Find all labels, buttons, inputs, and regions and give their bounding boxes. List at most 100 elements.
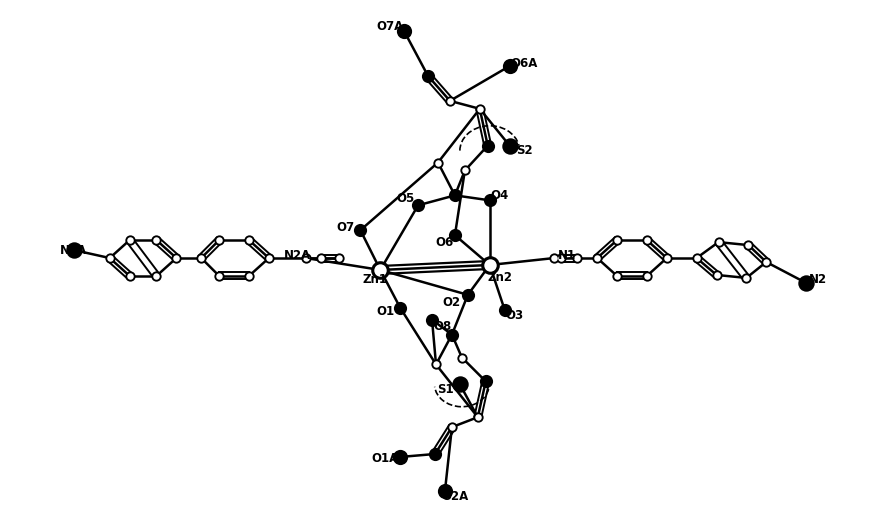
Point bbox=[314, 254, 328, 262]
Point bbox=[429, 360, 443, 369]
Point bbox=[455, 353, 469, 362]
Point bbox=[610, 236, 624, 245]
Point bbox=[458, 167, 472, 175]
Point bbox=[448, 231, 462, 239]
Text: Zn2: Zn2 bbox=[487, 271, 512, 285]
Point bbox=[590, 254, 604, 262]
Point bbox=[123, 272, 137, 280]
Point bbox=[799, 279, 813, 287]
Point bbox=[639, 272, 653, 280]
Point bbox=[610, 272, 624, 280]
Point bbox=[169, 254, 183, 262]
Text: O7: O7 bbox=[336, 221, 355, 233]
Point bbox=[448, 191, 462, 200]
Point bbox=[212, 272, 226, 280]
Point bbox=[242, 236, 256, 245]
Point bbox=[445, 423, 459, 431]
Point bbox=[479, 377, 493, 386]
Text: S2: S2 bbox=[516, 144, 533, 157]
Point bbox=[570, 254, 584, 262]
Text: O1A: O1A bbox=[371, 453, 399, 465]
Point bbox=[739, 274, 753, 282]
Point bbox=[123, 236, 137, 245]
Point bbox=[548, 254, 562, 262]
Point bbox=[590, 254, 604, 262]
Point bbox=[242, 272, 256, 280]
Point bbox=[689, 254, 703, 262]
Point bbox=[759, 258, 774, 266]
Point bbox=[262, 254, 276, 262]
Point bbox=[639, 236, 653, 245]
Point bbox=[455, 353, 469, 362]
Point bbox=[711, 238, 725, 246]
Point bbox=[570, 254, 584, 262]
Point bbox=[123, 236, 137, 245]
Point bbox=[548, 254, 562, 262]
Point bbox=[445, 423, 459, 431]
Point bbox=[397, 27, 411, 35]
Point bbox=[150, 272, 164, 280]
Point bbox=[150, 236, 164, 245]
Point bbox=[411, 201, 425, 210]
Text: O2A: O2A bbox=[442, 490, 469, 503]
Text: S1: S1 bbox=[436, 383, 453, 396]
Point bbox=[443, 96, 457, 105]
Point bbox=[470, 413, 484, 422]
Text: O6A: O6A bbox=[511, 56, 538, 70]
Point bbox=[373, 266, 387, 274]
Text: N2: N2 bbox=[809, 274, 827, 286]
Point bbox=[503, 141, 517, 150]
Text: O3: O3 bbox=[505, 309, 524, 322]
Point bbox=[431, 158, 445, 167]
Point bbox=[150, 236, 164, 245]
Point bbox=[421, 72, 435, 80]
Text: O4: O4 bbox=[491, 189, 509, 202]
Point bbox=[555, 254, 569, 262]
Point bbox=[262, 254, 276, 262]
Point bbox=[483, 261, 497, 269]
Point bbox=[739, 274, 753, 282]
Text: O5: O5 bbox=[396, 192, 414, 205]
Point bbox=[483, 196, 497, 204]
Text: Zn1: Zn1 bbox=[363, 274, 388, 286]
Point bbox=[169, 254, 183, 262]
Point bbox=[373, 266, 387, 274]
Text: O7A: O7A bbox=[377, 19, 404, 33]
Point bbox=[314, 254, 328, 262]
Point bbox=[353, 226, 367, 235]
Point bbox=[711, 238, 725, 246]
Point bbox=[498, 306, 512, 314]
Point bbox=[639, 272, 653, 280]
Text: O8: O8 bbox=[434, 320, 452, 333]
Point bbox=[473, 104, 487, 113]
Point bbox=[710, 271, 724, 279]
Text: N1: N1 bbox=[558, 249, 576, 261]
Point bbox=[443, 96, 457, 105]
Point bbox=[194, 254, 208, 262]
Point bbox=[461, 290, 475, 299]
Point bbox=[503, 62, 517, 70]
Point bbox=[194, 254, 208, 262]
Point bbox=[242, 272, 256, 280]
Point bbox=[212, 236, 226, 245]
Text: N1A: N1A bbox=[60, 243, 88, 257]
Point bbox=[242, 236, 256, 245]
Point bbox=[102, 254, 117, 262]
Point bbox=[123, 272, 137, 280]
Point bbox=[555, 254, 569, 262]
Point bbox=[431, 158, 445, 167]
Text: O6: O6 bbox=[436, 236, 454, 249]
Point bbox=[67, 246, 81, 255]
Point bbox=[453, 380, 467, 388]
Point bbox=[689, 254, 703, 262]
Point bbox=[610, 272, 624, 280]
Text: O2: O2 bbox=[443, 296, 461, 309]
Point bbox=[639, 236, 653, 245]
Point bbox=[331, 254, 345, 262]
Point bbox=[741, 241, 755, 249]
Point bbox=[428, 450, 442, 458]
Text: O1: O1 bbox=[376, 305, 394, 318]
Point bbox=[710, 271, 724, 279]
Point bbox=[481, 141, 495, 150]
Point bbox=[393, 304, 407, 312]
